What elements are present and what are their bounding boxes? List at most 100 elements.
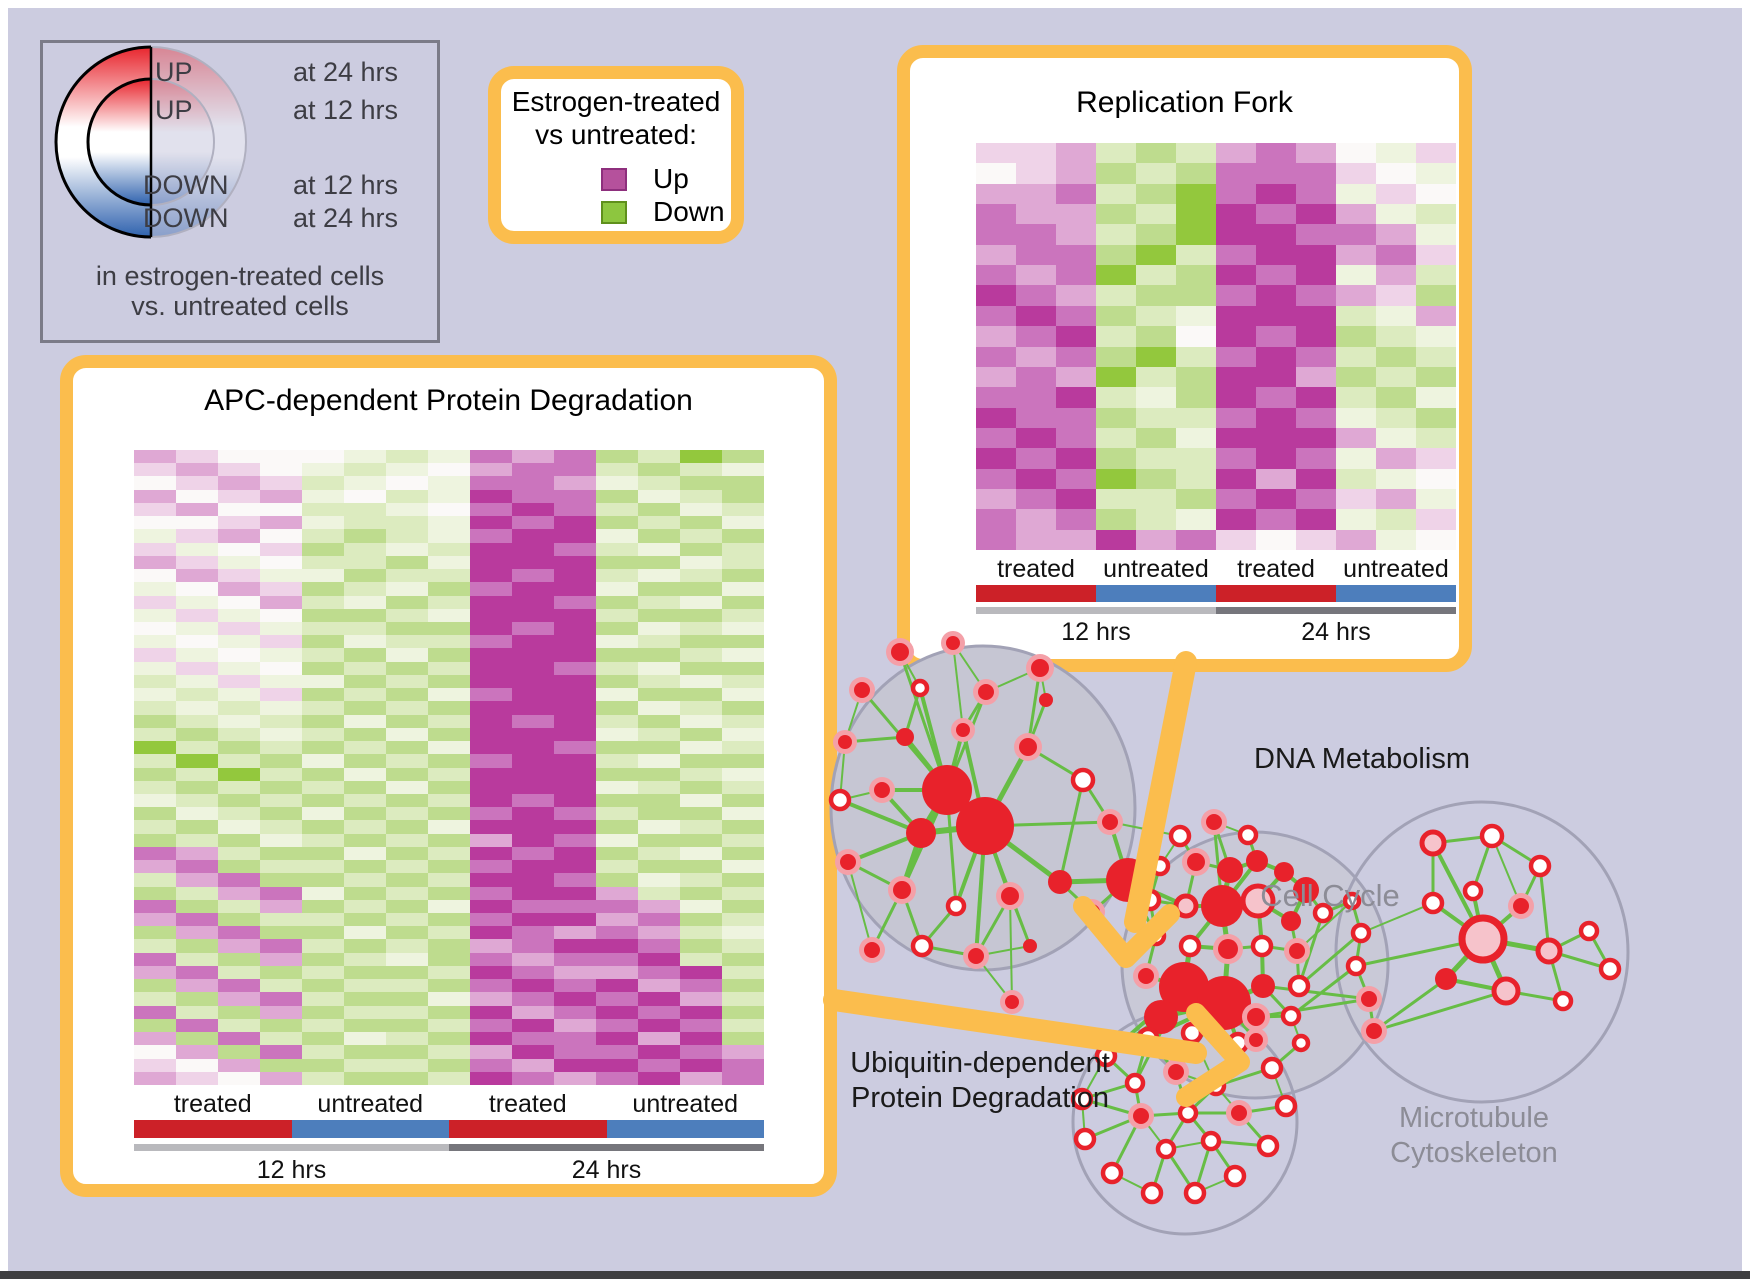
heatmap-cell: [512, 979, 554, 993]
heatmap-cell: [1176, 346, 1216, 367]
heatmap-cell: [1416, 183, 1456, 205]
heatmap-cell: [134, 463, 176, 477]
heatmap-cell: [344, 780, 386, 794]
heatmap-cell: [260, 635, 302, 649]
heatmap-cell: [512, 648, 554, 662]
heatmap-cell: [722, 873, 764, 887]
heatmap-cell: [386, 780, 428, 794]
heatmap-cell: [1376, 366, 1416, 388]
heatmap-cell: [638, 1005, 680, 1019]
heatmap-cell: [1256, 529, 1296, 550]
heatmap-cell: [1016, 366, 1056, 388]
heatmap-cell: [722, 621, 764, 636]
heatmap-cell: [428, 913, 470, 927]
heatmap-cell: [344, 648, 386, 662]
heatmap-cell: [596, 754, 638, 768]
heatmap-cell: [1056, 366, 1096, 388]
heatmap-cell: [176, 582, 218, 596]
heatmap-cell: [638, 1018, 680, 1033]
heatmap-cell: [218, 979, 260, 993]
heatmap-cell: [302, 727, 344, 742]
heatmap-cell: [1336, 509, 1376, 530]
heatmap-cell: [1336, 366, 1376, 388]
heatmap-cell: [1096, 448, 1136, 469]
heatmap-cell: [512, 450, 554, 464]
heatmap-cell: [554, 635, 596, 649]
heatmap-cell: [386, 582, 428, 596]
heatmap-cell: [638, 741, 680, 755]
heatmap-cell: [596, 992, 638, 1006]
heatmap-cell: [596, 661, 638, 675]
heatmap-cell: [134, 833, 176, 847]
heatmap-cell: [428, 979, 470, 993]
heatmap-cell: [218, 913, 260, 927]
heatmap-cell: [680, 555, 722, 570]
heatmap-cell: [976, 366, 1016, 388]
heatmap-cell: [428, 701, 470, 715]
heatmap-cell: [1096, 143, 1136, 164]
heatmap-cell: [596, 516, 638, 530]
heatmap-cell: [722, 489, 764, 503]
heatmap-cell: [976, 387, 1016, 408]
heatmap-cell: [176, 939, 218, 953]
heatmap-cell: [260, 661, 302, 675]
heatmap-cell: [218, 754, 260, 768]
heatmap-cell: [1416, 244, 1456, 266]
heatmap-cell: [260, 555, 302, 570]
heatmap-cell: [218, 463, 260, 477]
heatmap-cell: [302, 979, 344, 993]
heatmap-cell: [302, 582, 344, 596]
heatmap-cell: [1016, 224, 1056, 245]
heatmap-cell: [680, 1032, 722, 1046]
heatmap-cell: [176, 846, 218, 861]
heatmap-cell: [134, 661, 176, 675]
down-color-swatch: [601, 200, 627, 224]
heatmap-cell: [386, 741, 428, 755]
heatmap-cell: [638, 886, 680, 900]
apc-group-label-3: treated: [488, 1090, 567, 1118]
heatmap-cell: [1096, 305, 1136, 327]
heatmap-cell: [344, 450, 386, 464]
heatmap-cell: [722, 701, 764, 715]
heatmap-cell: [512, 714, 554, 728]
heatmap-cell: [176, 899, 218, 914]
heatmap-cell: [554, 926, 596, 940]
heatmap-cell: [1096, 488, 1136, 510]
heatmap-cell: [512, 754, 554, 768]
heatmap-cell: [302, 463, 344, 477]
heatmap-cell: [176, 913, 218, 927]
heatmap-cell: [512, 595, 554, 609]
heatmap-cell: [1296, 407, 1336, 428]
heatmap-cell: [554, 886, 596, 900]
heatmap-cell: [428, 595, 470, 609]
heatmap-cell: [512, 833, 554, 847]
ring-legend-circles: [54, 45, 247, 239]
heatmap-cell: [722, 714, 764, 728]
heatmap-cell: [512, 952, 554, 966]
heatmap-cell: [386, 476, 428, 490]
heatmap-cell: [1016, 387, 1056, 408]
heatmap-cell: [722, 899, 764, 914]
heatmap-cell: [638, 648, 680, 662]
heatmap-cell: [680, 701, 722, 715]
heatmap-cell: [1296, 285, 1336, 306]
heatmap-cell: [176, 873, 218, 887]
heatmap-cell: [386, 1058, 428, 1072]
heatmap-cell: [596, 648, 638, 662]
heatmap-cell: [134, 688, 176, 702]
heatmap-cell: [134, 1071, 176, 1085]
heatmap-cell: [512, 621, 554, 636]
heatmap-cell: [1136, 387, 1176, 408]
heatmap-cell: [976, 326, 1016, 347]
heatmap-cell: [1336, 183, 1376, 205]
heatmap-cell: [596, 463, 638, 477]
heatmap-cell: [554, 727, 596, 742]
heatmap-cell: [554, 754, 596, 768]
heatmap-cell: [1416, 366, 1456, 388]
heatmap-cell: [1216, 285, 1256, 306]
heatmap-cell: [1176, 468, 1216, 489]
heatmap-cell: [260, 1005, 302, 1019]
heatmap-cell: [302, 688, 344, 702]
heatmap-cell: [302, 635, 344, 649]
heatmap-cell: [470, 767, 512, 781]
